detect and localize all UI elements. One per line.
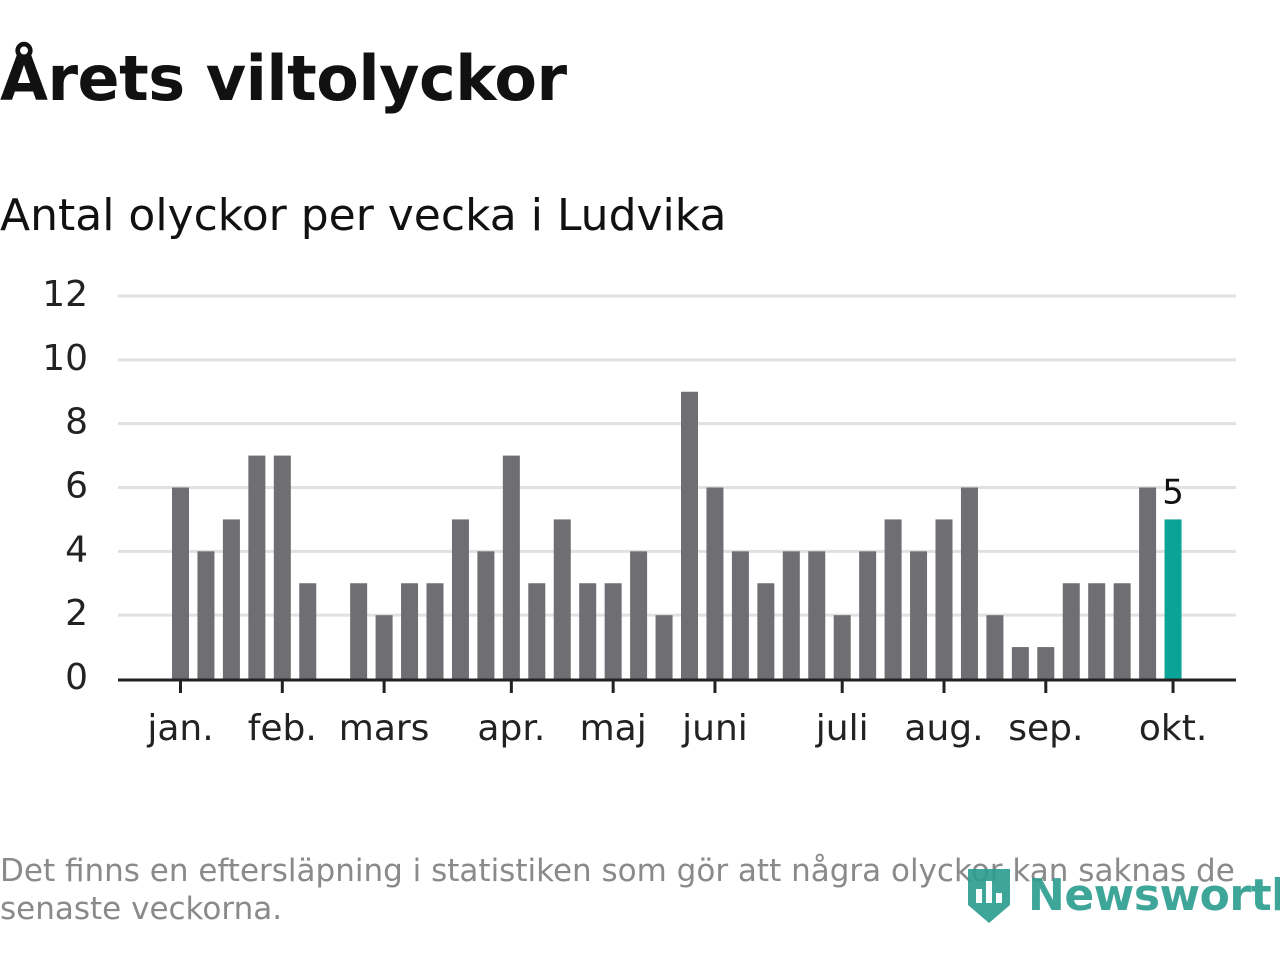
bar-highlighted <box>1164 519 1182 679</box>
x-tick-label: jan. <box>146 708 213 749</box>
data-label: 5 <box>1162 472 1184 512</box>
bar <box>935 519 953 679</box>
bar <box>986 615 1004 679</box>
bar <box>731 551 749 679</box>
x-tick-label: juli <box>815 708 869 749</box>
newsworthy-logo: Newsworthy <box>964 862 1280 928</box>
bar <box>401 583 419 679</box>
bar <box>859 551 877 679</box>
bar <box>757 583 775 679</box>
x-axis-tick-labels: jan. feb. mars apr. maj juni juli aug. sep. okt. <box>146 708 1207 749</box>
bar <box>604 583 622 679</box>
x-tick-label: apr. <box>477 708 545 749</box>
bar <box>1037 647 1055 679</box>
bar <box>172 487 189 679</box>
x-tick-label: maj <box>580 708 647 749</box>
bar <box>502 455 520 679</box>
x-tick-label: aug. <box>904 708 983 749</box>
chart-subtitle: Antal olyckor per vecka i Ludvika <box>0 190 727 241</box>
x-tick-label: feb. <box>248 708 317 749</box>
y-tick-label: 6 <box>65 466 88 507</box>
bar <box>655 615 673 679</box>
x-tick-label: mars <box>339 708 430 749</box>
grid-lines <box>118 294 1236 617</box>
x-tick-label: okt. <box>1139 708 1207 749</box>
bar-chart: 0 2 4 6 8 10 12 jan. feb. mars apr. maj juni juli aug… <box>42 274 1236 749</box>
bar <box>248 455 266 679</box>
bar <box>1139 487 1157 679</box>
bar <box>681 391 698 679</box>
bar <box>884 519 902 679</box>
x-tick-label: sep. <box>1008 708 1083 749</box>
x-tick-label: juni <box>681 708 748 749</box>
y-tick-label: 0 <box>65 657 88 698</box>
bar <box>299 583 317 679</box>
bar <box>579 583 597 679</box>
bar <box>451 519 469 679</box>
bar <box>350 583 368 679</box>
data-labels: 5 <box>1162 472 1184 512</box>
bar <box>222 519 240 679</box>
bars <box>172 391 1182 679</box>
bar <box>960 487 978 679</box>
y-tick-label: 12 <box>42 274 88 315</box>
page-title: Årets viltolyckor <box>0 42 567 115</box>
bar <box>273 455 291 679</box>
bar <box>1011 647 1029 679</box>
y-tick-label: 10 <box>42 338 88 379</box>
bar <box>910 551 928 679</box>
bar <box>1088 583 1106 679</box>
bar-chart-shield-icon <box>968 869 1010 923</box>
bar <box>1113 583 1131 679</box>
bar <box>833 615 851 679</box>
x-axis <box>118 678 1236 693</box>
logo-text: Newsworthy <box>1028 869 1280 921</box>
y-axis-tick-labels: 0 2 4 6 8 10 12 <box>42 274 88 698</box>
bar <box>375 615 393 679</box>
bar <box>197 551 215 679</box>
y-tick-label: 8 <box>65 402 88 443</box>
bar <box>706 487 724 679</box>
y-tick-label: 2 <box>65 593 88 634</box>
bar <box>1062 583 1080 679</box>
bar <box>528 583 546 679</box>
bar <box>808 551 826 679</box>
y-tick-label: 4 <box>65 529 88 570</box>
bar <box>630 551 648 679</box>
footnote: Det finns en eftersläpning i statistiken… <box>0 853 1235 927</box>
bar <box>782 551 800 679</box>
bar <box>477 551 495 679</box>
bar <box>553 519 571 679</box>
bar <box>426 583 444 679</box>
